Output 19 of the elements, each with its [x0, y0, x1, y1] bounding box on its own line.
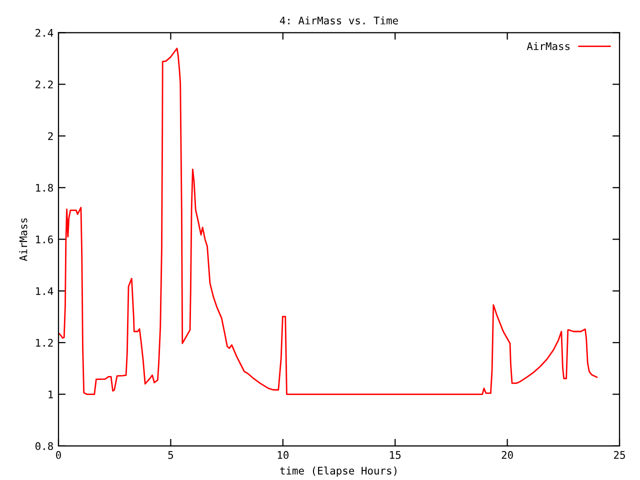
x-tick-label: 5 [168, 451, 174, 459]
y-tick-label: 2.2 [36, 80, 53, 88]
x-tick-label: 10 [278, 451, 288, 459]
y-tick-label: 1.8 [36, 184, 53, 192]
x-tick-label: 20 [502, 451, 513, 459]
y-tick-label: 2 [48, 132, 53, 140]
x-axis-title: time (Elapse Hours) [280, 466, 396, 477]
x-tick-label: 25 [614, 451, 625, 459]
y-tick-label: 1.2 [36, 338, 53, 347]
y-tick-label: 1.4 [36, 287, 54, 295]
y-tick-label: 2.4 [36, 28, 54, 37]
x-tick-label: 15 [390, 451, 401, 459]
chart-title: 4: AirMass vs. Time [280, 16, 398, 24]
y-axis-title: AirMass [19, 218, 28, 262]
x-tick-label: 0 [56, 451, 61, 459]
y-tick-label: 1 [48, 390, 53, 398]
y-tick-label: 0.8 [36, 442, 53, 450]
legend-label: AirMass [526, 42, 570, 50]
y-tick-label: 1.6 [36, 236, 53, 244]
